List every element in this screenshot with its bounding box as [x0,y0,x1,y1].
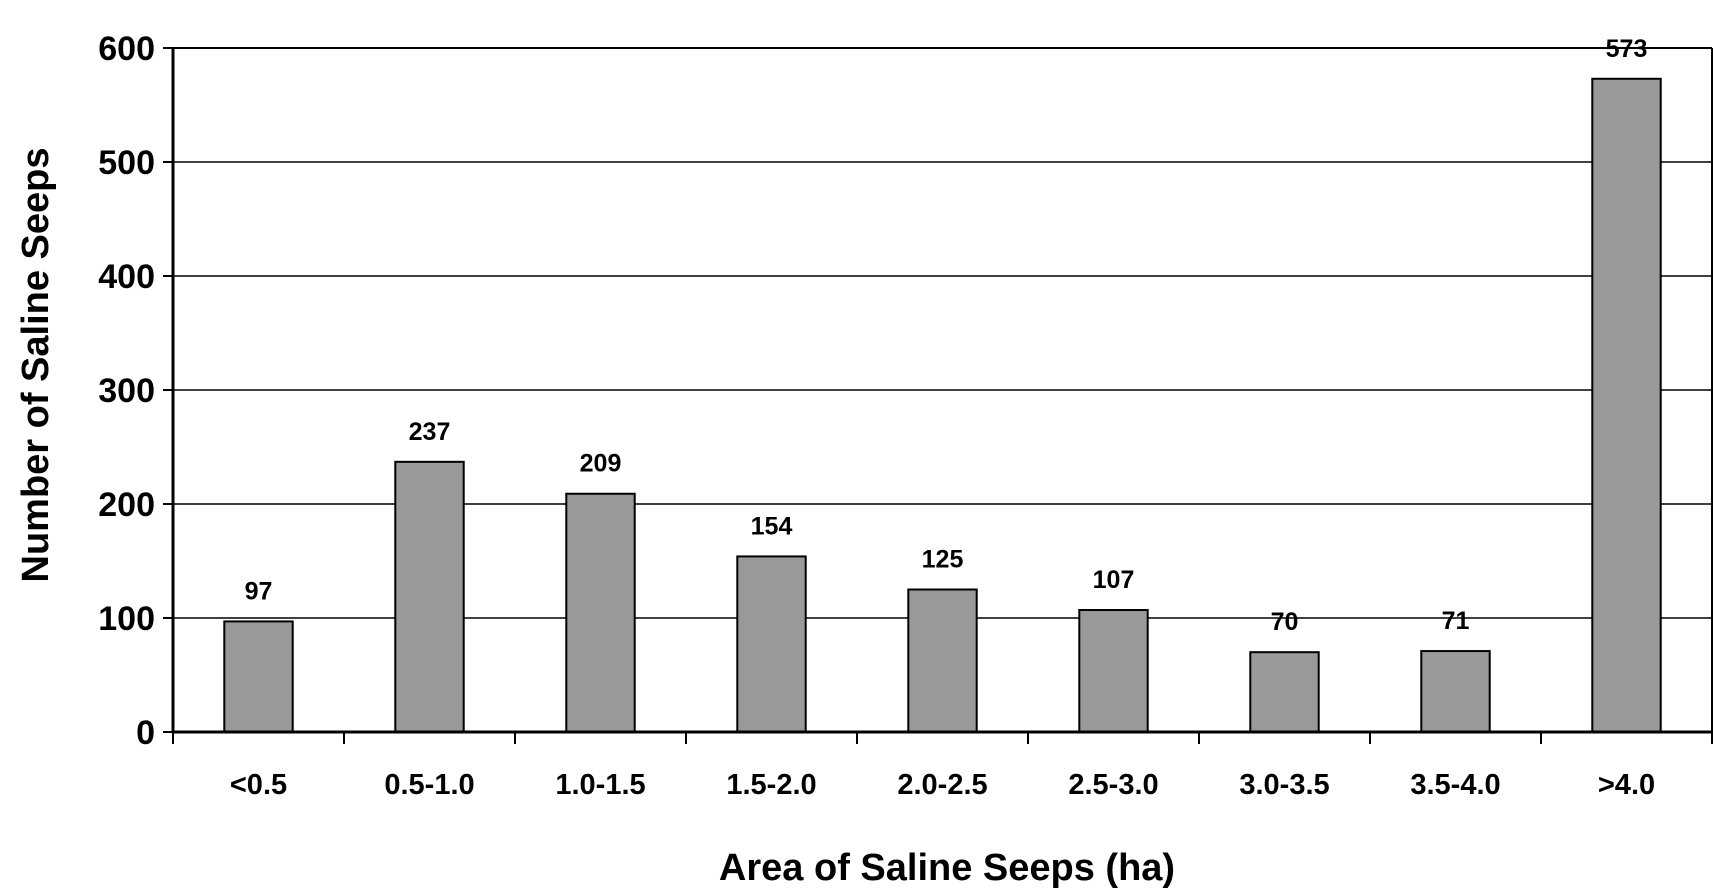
x-tick-label: 1.5-2.0 [726,769,816,801]
x-tick-label: <0.5 [230,769,287,801]
axes [163,47,1713,744]
bar [394,460,465,733]
data-label: 107 [1093,566,1135,594]
y-tick-labels: 0 100 200 300 400 500 600 [98,30,155,752]
y-tick-label: 400 [98,258,155,296]
bar [1591,77,1662,733]
y-tick-label: 300 [98,372,155,410]
data-label: 125 [922,546,964,574]
y-tick-label: 100 [98,600,155,638]
x-tick-label: 3.0-3.5 [1239,769,1329,801]
y-tick-label: 0 [136,714,155,752]
x-tick-label: 0.5-1.0 [384,769,474,801]
bar [1249,651,1320,734]
x-tick-labels: <0.5 0.5-1.0 1.0-1.5 1.5-2.0 2.0-2.5 2.5-3.0 3… [230,769,1655,801]
y-tick-label: 200 [98,486,155,524]
bars [223,77,1662,734]
y-tick-label: 500 [98,144,155,182]
x-axis-title: Area of Saline Seeps (ha) [719,847,1175,889]
data-label: 97 [245,577,273,605]
data-label: 573 [1606,35,1648,63]
bar [1420,650,1491,733]
x-tick-label: 3.5-4.0 [1410,769,1500,801]
data-label: 154 [751,512,793,540]
y-tick-label: 600 [98,30,155,68]
bar [736,555,807,733]
y-axis-title: Number of Saline Seeps [15,147,57,582]
bar [1078,609,1149,734]
bar [907,588,978,733]
x-tick-label: 1.0-1.5 [555,769,645,801]
data-label: 237 [409,418,451,446]
bar [223,620,294,733]
data-label: 71 [1442,607,1470,635]
data-label: 209 [580,450,622,478]
data-labels: 97 237 209 154 125 107 70 71 573 [245,35,1648,636]
x-tick-label: 2.5-3.0 [1068,769,1158,801]
data-label: 70 [1271,608,1299,636]
bar [565,492,636,733]
x-tick-label: >4.0 [1598,769,1655,801]
x-tick-label: 2.0-2.5 [897,769,987,801]
